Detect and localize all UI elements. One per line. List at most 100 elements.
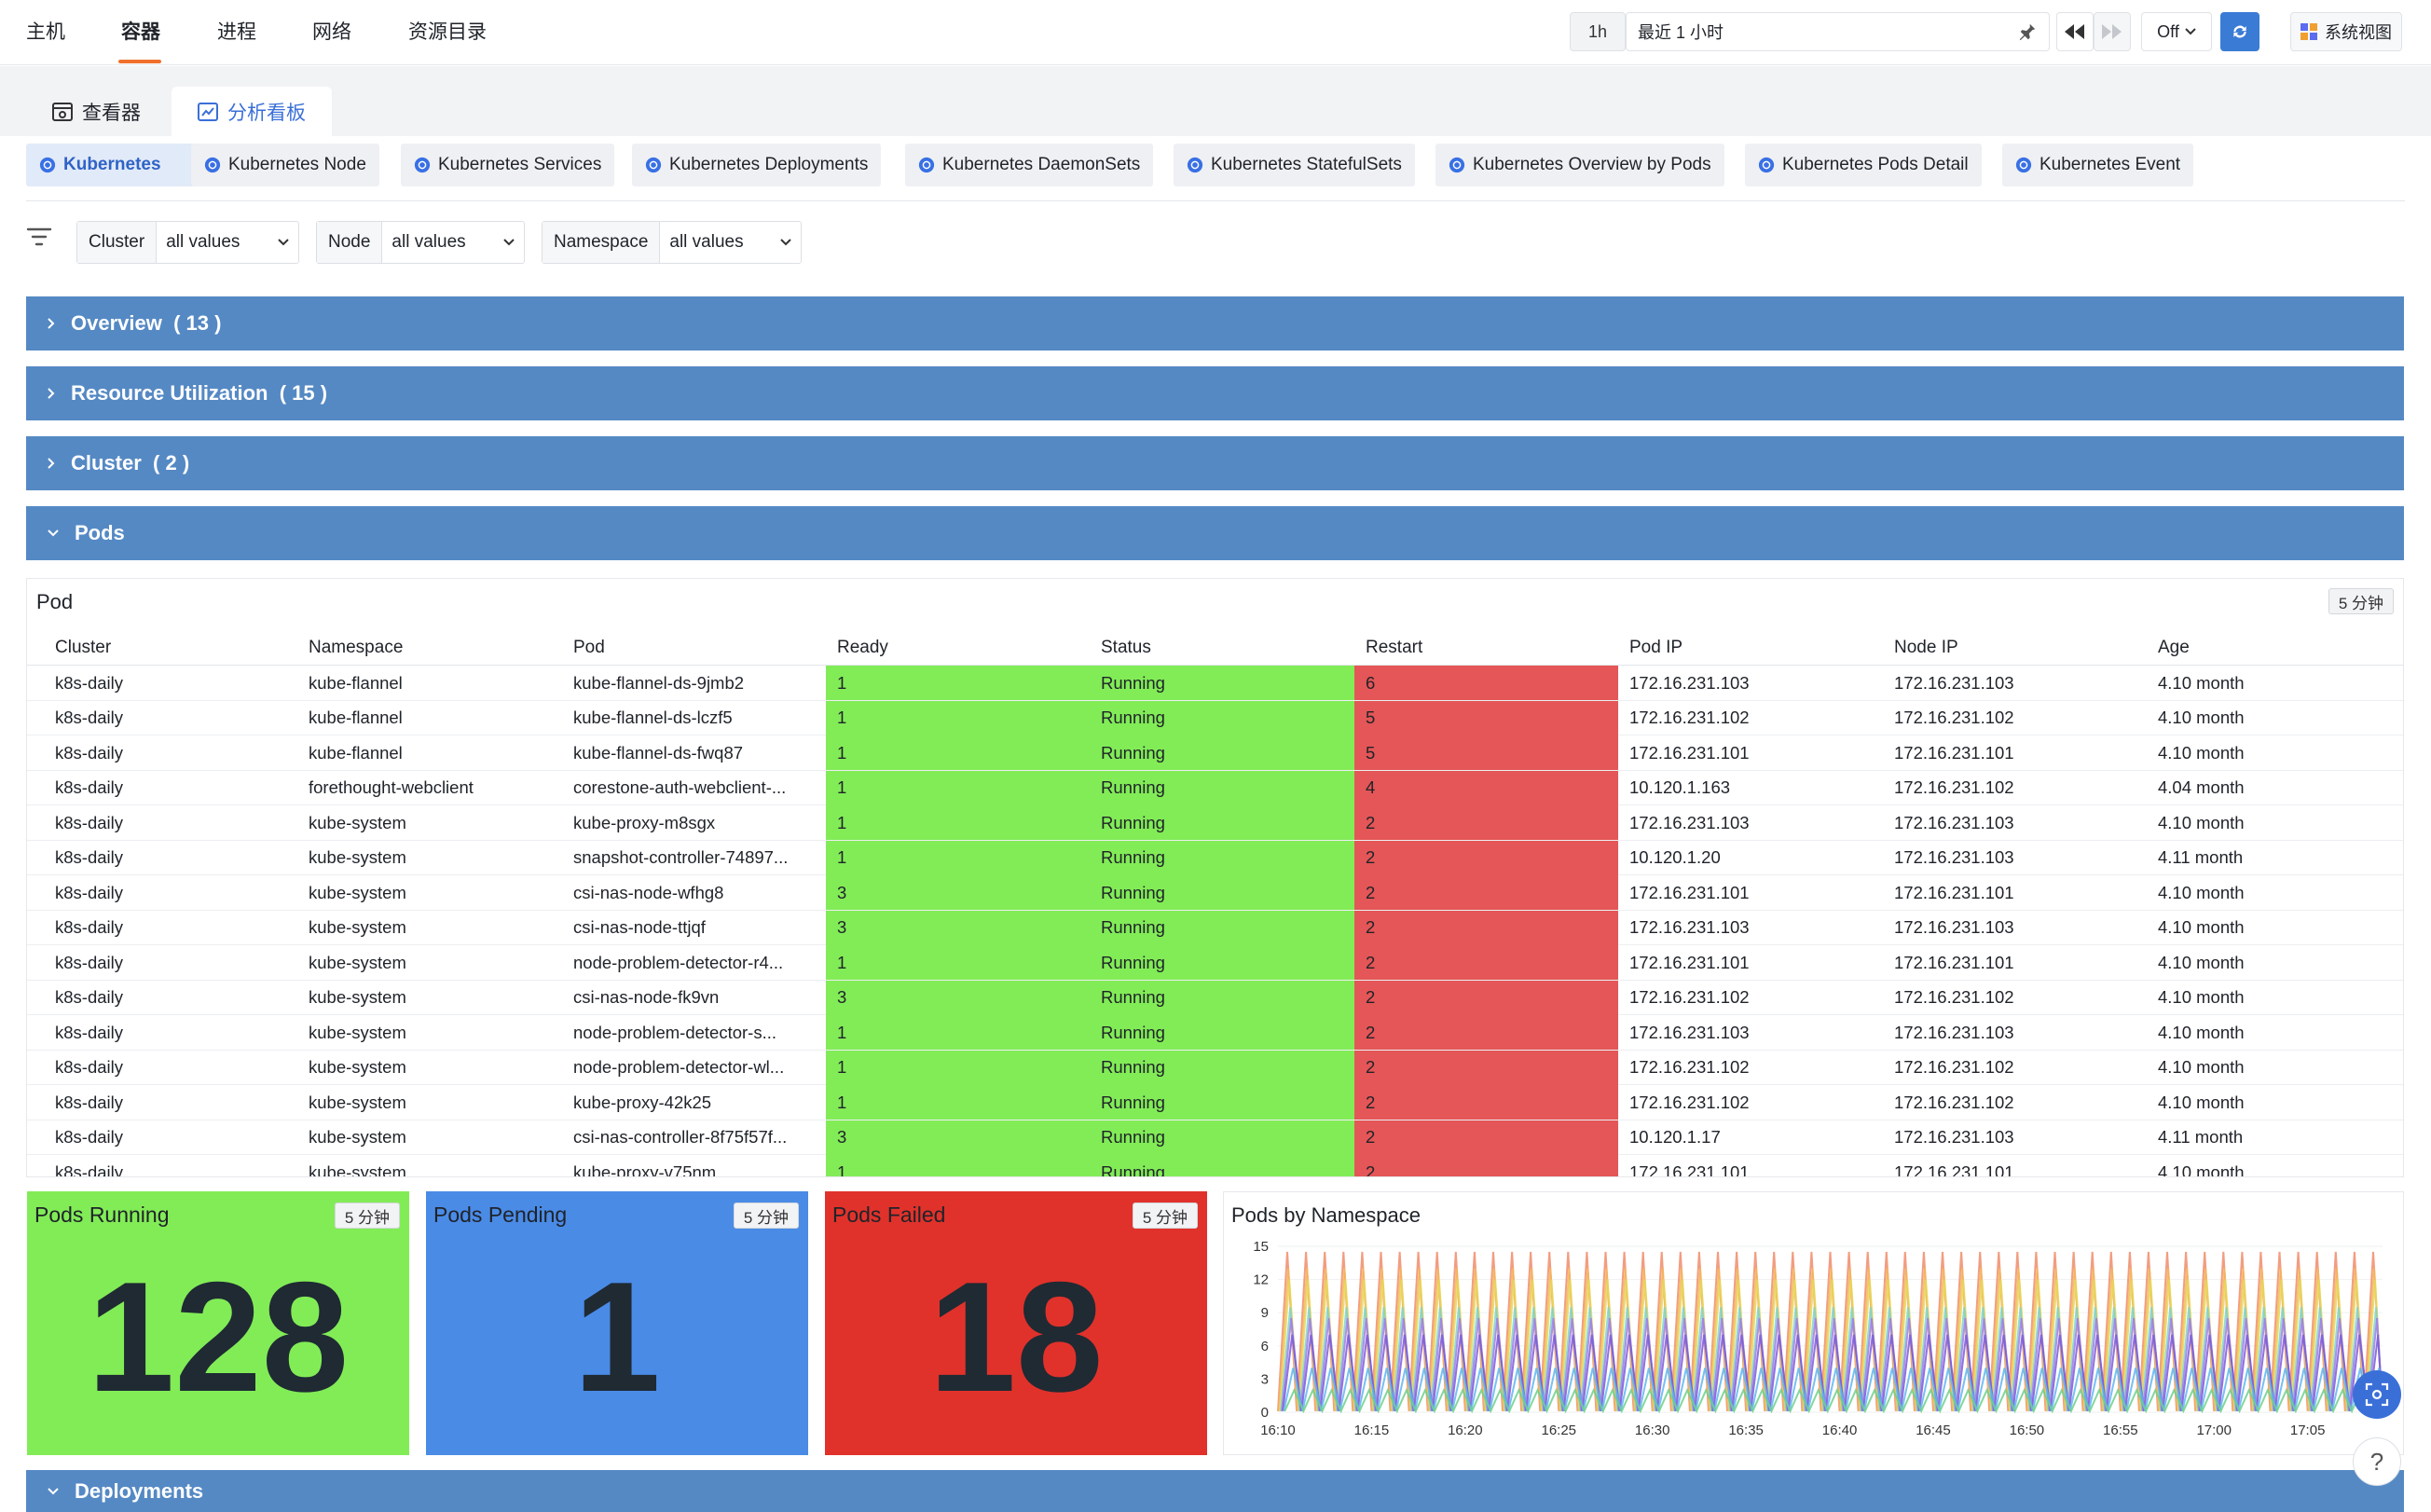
chevron-right-icon bbox=[48, 458, 55, 469]
table-row[interactable]: k8s-daily kube-system node-problem-detecto… bbox=[27, 1015, 2403, 1051]
table-cell-namespace: kube-flannel bbox=[309, 708, 403, 727]
filter-label: Cluster bbox=[77, 222, 158, 263]
filter-select[interactable]: all values bbox=[157, 222, 298, 263]
step-back-button[interactable] bbox=[2056, 12, 2094, 51]
tab-dashboard[interactable]: 分析看板 bbox=[172, 87, 332, 136]
dashboard-chip-kubernetes-event[interactable]: Kubernetes Event bbox=[2002, 144, 2194, 186]
table-row[interactable]: k8s-daily kube-system kube-proxy-m8sgx 1 Run… bbox=[27, 805, 2403, 841]
active-tab-indicator bbox=[118, 60, 161, 63]
table-cell-pod: node-problem-detector-wl... bbox=[573, 1057, 785, 1077]
column-header[interactable]: Cluster bbox=[55, 638, 112, 657]
table-cell-age: 4.11 month bbox=[2158, 847, 2244, 867]
table-row[interactable]: k8s-daily kube-system csi-nas-node-wfhg8 3 R… bbox=[27, 875, 2403, 911]
table-cell-namespace: kube-flannel bbox=[309, 672, 403, 693]
filter-select[interactable]: all values bbox=[660, 222, 801, 263]
table-cell-pod: csi-nas-node-wfhg8 bbox=[573, 882, 724, 902]
section-count: ( 15 ) bbox=[279, 381, 328, 405]
step-forward-button[interactable] bbox=[2094, 12, 2131, 51]
dashboard-chip-kubernetes[interactable]: Kubernetes bbox=[26, 144, 219, 186]
table-row[interactable]: k8s-daily kube-system csi-nas-node-ttjqf 3 R… bbox=[27, 910, 2403, 945]
nav-tab-network[interactable]: 网络 bbox=[312, 21, 351, 43]
x-tick-label: 16:45 bbox=[1916, 1423, 1951, 1438]
nav-tab-resource-catalog[interactable]: 资源目录 bbox=[408, 21, 487, 43]
dashboard-chip-kubernetes-overview-by-pods[interactable]: Kubernetes Overview by Pods bbox=[1435, 144, 1724, 186]
table-row[interactable]: k8s-daily kube-system snapshot-controller-… bbox=[27, 840, 2403, 875]
section-resource-utilization[interactable]: Resource Utilization ( 15 ) bbox=[26, 366, 2404, 420]
top-navigation-bar: 主机 容器 进程 网络 资源目录 1h 最近 1 小时 Off 系统视图 bbox=[0, 0, 2431, 65]
dashboard-chip-kubernetes-daemonsets[interactable]: Kubernetes DaemonSets bbox=[905, 144, 1154, 186]
column-header[interactable]: Restart bbox=[1366, 638, 1423, 657]
filter-cluster[interactable]: Cluster all values bbox=[76, 221, 299, 264]
table-cell-node-ip: 172.16.231.102 bbox=[1894, 708, 2014, 727]
table-row[interactable]: k8s-daily kube-flannel kube-flannel-ds-lcz… bbox=[27, 700, 2403, 735]
table-cell-node-ip: 172.16.231.103 bbox=[1894, 812, 2014, 832]
filter-select[interactable]: all values bbox=[382, 222, 524, 263]
column-header[interactable]: Pod bbox=[573, 638, 605, 657]
table-cell-pod-ip: 10.120.1.20 bbox=[1629, 847, 1721, 867]
dashboard-chip-kubernetes-statefulsets[interactable]: Kubernetes StatefulSets bbox=[1174, 144, 1415, 186]
refresh-button[interactable] bbox=[2220, 12, 2259, 51]
nav-tab-process[interactable]: 进程 bbox=[217, 21, 256, 43]
filter-icon[interactable] bbox=[26, 227, 52, 252]
section-overview[interactable]: Overview ( 13 ) bbox=[26, 296, 2404, 351]
column-header[interactable]: Pod IP bbox=[1629, 638, 1683, 657]
section-cluster[interactable]: Cluster ( 2 ) bbox=[26, 436, 2404, 490]
dashboard-icon bbox=[198, 102, 218, 121]
table-cell-pod: csi-nas-controller-8f75f57f... bbox=[573, 1127, 788, 1147]
table-cell-cluster: k8s-daily bbox=[55, 847, 123, 867]
table-cell-cluster: k8s-daily bbox=[55, 1057, 123, 1077]
screenshot-button[interactable] bbox=[2353, 1370, 2401, 1419]
kubernetes-icon bbox=[1758, 157, 1775, 173]
table-row[interactable]: k8s-daily kube-flannel kube-flannel-ds-9jm… bbox=[27, 666, 2403, 701]
dashboard-chip-kubernetes-deployments[interactable]: Kubernetes Deployments bbox=[632, 144, 882, 186]
table-cell-node-ip: 172.16.231.102 bbox=[1894, 1092, 2014, 1112]
pods-by-namespace-chart[interactable]: 0 3 6 9 12 15 16:10 16:15 16:20 16:25 16:30 16:35 16… bbox=[1224, 1192, 2403, 1456]
column-header[interactable]: Namespace bbox=[309, 638, 404, 657]
help-button[interactable]: ? bbox=[2353, 1437, 2401, 1486]
table-cell-age: 4.10 month bbox=[2158, 882, 2245, 902]
table-row[interactable]: k8s-daily kube-system node-problem-detecto… bbox=[27, 1050, 2403, 1085]
section-pods[interactable]: Pods bbox=[26, 506, 2404, 560]
dashboard-chip-kubernetes-services[interactable]: Kubernetes Services bbox=[401, 144, 615, 186]
chip-label: Kubernetes Pods Detail bbox=[1782, 155, 1969, 174]
table-row[interactable]: k8s-daily kube-flannel kube-flannel-ds-fwq… bbox=[27, 735, 2403, 771]
kubernetes-icon bbox=[204, 157, 221, 173]
table-cell-ready: 1 bbox=[826, 1085, 1090, 1120]
table-cell-ready: 1 bbox=[826, 700, 1090, 735]
x-tick-label: 16:20 bbox=[1448, 1423, 1483, 1438]
quick-range-button[interactable]: 1h bbox=[1570, 12, 1626, 51]
table-cell-pod-ip: 172.16.231.101 bbox=[1629, 882, 1750, 902]
column-header[interactable]: Status bbox=[1101, 638, 1151, 657]
auto-refresh-select[interactable]: Off bbox=[2141, 12, 2212, 51]
filter-namespace[interactable]: Namespace all values bbox=[542, 221, 802, 264]
table-cell-ready: 1 bbox=[826, 770, 1090, 805]
nav-tab-container[interactable]: 容器 bbox=[121, 21, 160, 43]
table-cell-pod: kube-proxy-42k25 bbox=[573, 1092, 712, 1112]
section-deployments[interactable]: Deployments bbox=[26, 1470, 2404, 1512]
time-range-picker[interactable]: 最近 1 小时 bbox=[1626, 12, 2050, 51]
table-cell-namespace: kube-system bbox=[309, 952, 406, 972]
column-header[interactable]: Age bbox=[2158, 638, 2190, 657]
nav-tab-host[interactable]: 主机 bbox=[26, 21, 65, 43]
table-row[interactable]: k8s-daily forethought-webclient corestone-… bbox=[27, 770, 2403, 805]
system-view-button[interactable]: 系统视图 bbox=[2290, 12, 2402, 51]
table-row[interactable]: k8s-daily kube-system kube-proxy-42k25 1 Run… bbox=[27, 1085, 2403, 1120]
pin-icon[interactable] bbox=[2017, 21, 2038, 47]
column-header[interactable]: Node IP bbox=[1894, 638, 1958, 657]
chevron-right-icon bbox=[48, 388, 55, 399]
table-cell-node-ip: 172.16.231.101 bbox=[1894, 882, 2014, 902]
table-row[interactable]: k8s-daily kube-system csi-nas-node-fk9vn 3 R… bbox=[27, 980, 2403, 1015]
table-cell-cluster: k8s-daily bbox=[55, 882, 123, 902]
column-header[interactable]: Ready bbox=[837, 638, 888, 657]
dashboard-chip-kubernetes-node[interactable]: Kubernetes Node bbox=[191, 144, 379, 186]
tab-viewer[interactable]: 查看器 bbox=[26, 87, 167, 136]
section-title: Pods bbox=[75, 521, 125, 544]
dashboard-chip-kubernetes-pods-detail[interactable]: Kubernetes Pods Detail bbox=[1745, 144, 1982, 186]
table-row[interactable]: k8s-daily kube-system kube-proxy-v75nm 1 Run… bbox=[27, 1155, 2403, 1176]
chart-title: Pods by Namespace bbox=[1231, 1203, 1421, 1227]
table-cell-pod-ip: 10.120.1.17 bbox=[1629, 1127, 1721, 1147]
table-cell-age: 4.10 month bbox=[2158, 1022, 2245, 1042]
filter-node[interactable]: Node all values bbox=[316, 221, 525, 264]
table-row[interactable]: k8s-daily kube-system csi-nas-controller-8… bbox=[27, 1120, 2403, 1155]
table-row[interactable]: k8s-daily kube-system node-problem-detecto… bbox=[27, 945, 2403, 981]
